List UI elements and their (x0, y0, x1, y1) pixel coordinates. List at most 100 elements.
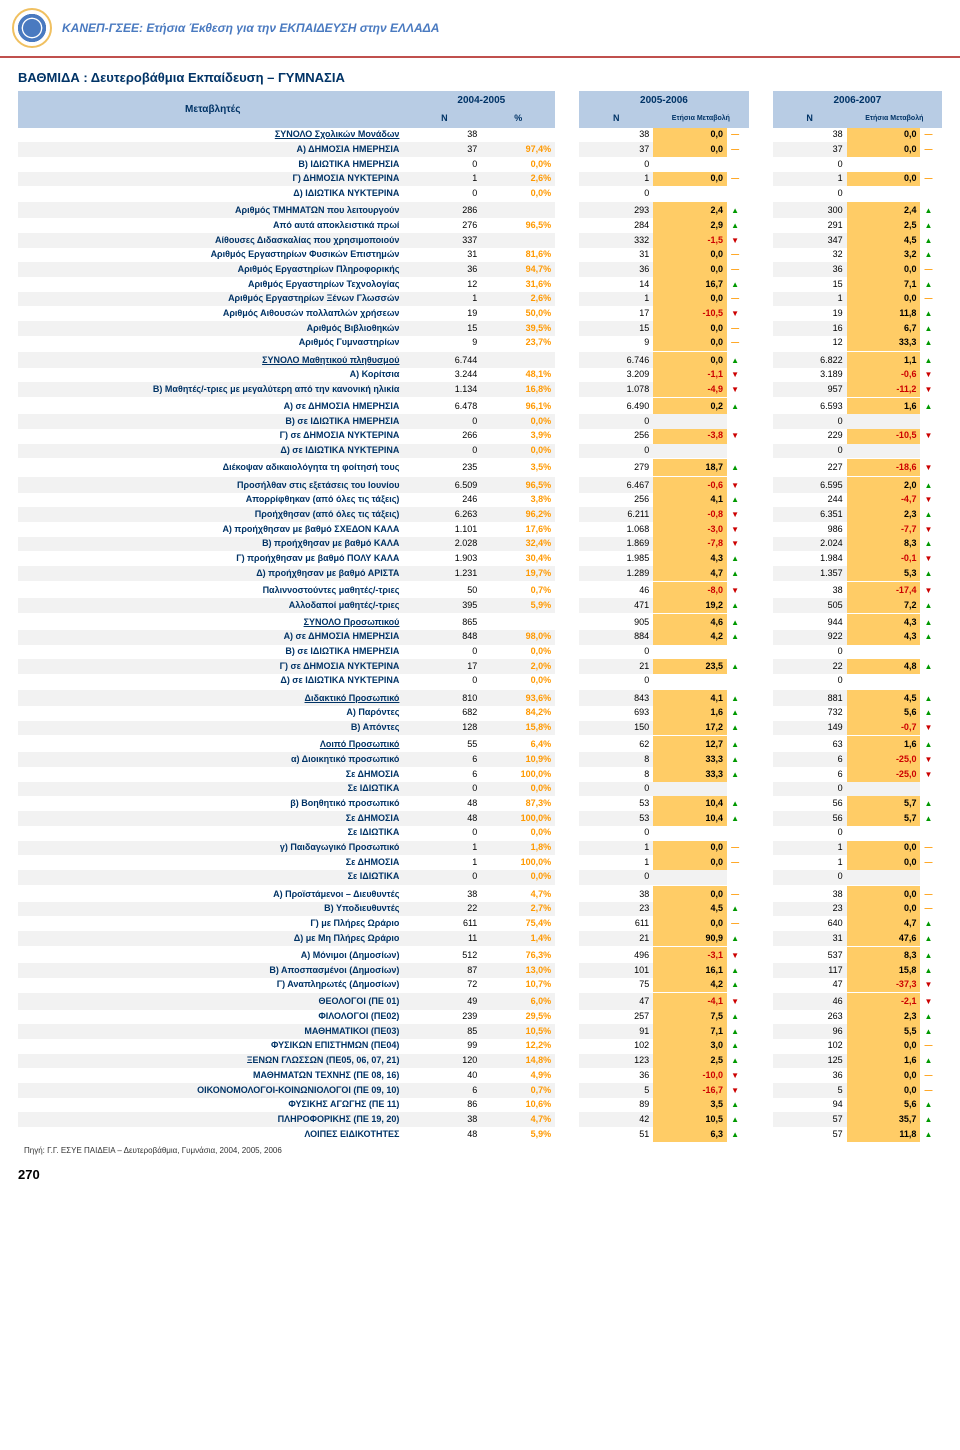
n1: 19 (407, 306, 481, 321)
n1: 0 (407, 645, 481, 660)
arrow2 (727, 414, 749, 429)
arrow3 (920, 248, 942, 263)
row-label: Προσήλθαν στις εξετάσεις του Ιουνίου (18, 476, 407, 493)
n1: 17 (407, 659, 481, 674)
table-row: Αριθμός Εργαστηρίων Τεχνολογίας1231,6%14… (18, 277, 942, 292)
chg3: 2,4 (847, 202, 921, 219)
arrow3 (920, 645, 942, 660)
n2: 0 (579, 826, 653, 841)
n2: 23 (579, 902, 653, 917)
n2: 31 (579, 248, 653, 263)
n1: 1 (407, 855, 481, 870)
pct1: 10,6% (481, 1098, 555, 1113)
chg3: -0,6 (847, 368, 921, 383)
arrow2 (727, 233, 749, 248)
pct1: 10,5% (481, 1024, 555, 1039)
n2: 257 (579, 1010, 653, 1025)
table-row: ΦΙΛΟΛΟΓΟΙ (ΠΕ02)23929,5%2577,52632,3 (18, 1010, 942, 1025)
n3: 125 (773, 1054, 847, 1069)
arrow2 (727, 581, 749, 598)
pct1 (481, 233, 555, 248)
n1: 120 (407, 1054, 481, 1069)
pct1: 19,7% (481, 566, 555, 581)
n1: 2.028 (407, 537, 481, 552)
chg3 (847, 782, 921, 797)
chg3 (847, 186, 921, 201)
chg3 (847, 826, 921, 841)
arrow3 (920, 1112, 942, 1127)
chg3: -25,0 (847, 767, 921, 782)
header-title: ΚΑΝΕΠ-ΓΣΕΕ: Ετήσια Έκθεση για την ΕΚΠΑΙΔ… (62, 21, 439, 35)
arrow3 (920, 186, 942, 201)
chg2 (653, 444, 727, 459)
arrow2 (727, 128, 749, 143)
table-row: Γ) σε ΔΗΜΟΣΙΑ ΝΥΚΤΕΡΙΝΑ172,0%2123,5224,8 (18, 659, 942, 674)
n3: 347 (773, 233, 847, 248)
n1: 9 (407, 336, 481, 351)
row-label: Αριθμός ΤΜΗΜΑΤΩΝ που λειτουργούν (18, 202, 407, 219)
arrow2 (727, 202, 749, 219)
chg3: -4,7 (847, 493, 921, 508)
table-row: Σε ΙΔΙΩΤΙΚΑ00,0%00 (18, 826, 942, 841)
row-label: ΣΥΝΟΛΟ Σχολικών Μονάδων (18, 128, 407, 143)
n1: 87 (407, 963, 481, 978)
chg3: 4,5 (847, 689, 921, 706)
chg3: 2,5 (847, 218, 921, 233)
arrow2 (727, 444, 749, 459)
pct1: 31,6% (481, 277, 555, 292)
n2: 36 (579, 262, 653, 277)
chg2: 16,7 (653, 277, 727, 292)
arrow2 (727, 1039, 749, 1054)
n2: 21 (579, 931, 653, 946)
n2: 75 (579, 978, 653, 993)
n2: 0 (579, 157, 653, 172)
chg2: 4,7 (653, 566, 727, 581)
pct1: 100,0% (481, 855, 555, 870)
table-row: Αριθμός Γυμναστηρίων923,7%90,01233,3 (18, 336, 942, 351)
n2: 1.869 (579, 537, 653, 552)
n2: 5 (579, 1083, 653, 1098)
sub-n3: Ν (773, 110, 847, 128)
pct1: 16,8% (481, 382, 555, 397)
n1: 337 (407, 233, 481, 248)
n1: 1.134 (407, 382, 481, 397)
chg3: 5,6 (847, 1098, 921, 1113)
row-label: ΣΥΝΟΛΟ Μαθητικού πληθυσμού (18, 351, 407, 368)
n2: 47 (579, 993, 653, 1010)
chg2: -4,9 (653, 382, 727, 397)
table-row: Β) σε ΙΔΙΩΤΙΚΑ ΗΜΕΡΗΣΙΑ00,0%00 (18, 414, 942, 429)
chg3: 0,0 (847, 902, 921, 917)
row-label: Σε ΔΗΜΟΣΙΑ (18, 811, 407, 826)
arrow3 (920, 444, 942, 459)
pct1: 75,4% (481, 916, 555, 931)
chg2: 19,2 (653, 598, 727, 613)
table-row: Προήχθησαν (από όλες τις τάξεις)6.26396,… (18, 507, 942, 522)
pct1: 5,9% (481, 598, 555, 613)
arrow2 (727, 931, 749, 946)
n2: 6.490 (579, 398, 653, 415)
table-row: ΣΥΝΟΛΟ Σχολικών Μονάδων38380,0380,0 (18, 128, 942, 143)
table-row: Γ) σε ΔΗΜΟΣΙΑ ΝΥΚΤΕΡΙΝΑ2663,9%256-3,8229… (18, 429, 942, 444)
arrow3 (920, 277, 942, 292)
pct1: 87,3% (481, 796, 555, 811)
n1: 15 (407, 321, 481, 336)
n3: 117 (773, 963, 847, 978)
arrow2 (727, 429, 749, 444)
table-row: Σε ΔΗΜΟΣΙΑ1100,0%10,010,0 (18, 855, 942, 870)
row-label: Α) ΔΗΜΟΣΙΑ ΗΜΕΡΗΣΙΑ (18, 142, 407, 157)
row-label: Α) προήχθησαν με βαθμό ΣΧΕΔΟΝ ΚΑΛΑ (18, 522, 407, 537)
pct1: 100,0% (481, 767, 555, 782)
arrow2 (727, 736, 749, 753)
chg3 (847, 414, 921, 429)
row-label: Α) Προϊστάμενοι – Διευθυντές (18, 885, 407, 902)
arrow3 (920, 218, 942, 233)
arrow2 (727, 142, 749, 157)
chg2: 0,0 (653, 855, 727, 870)
row-label: Β) ΙΔΙΩΤΙΚΑ ΗΜΕΡΗΣΙΑ (18, 157, 407, 172)
arrow2 (727, 782, 749, 797)
n2: 1 (579, 292, 653, 307)
chg2: 2,5 (653, 1054, 727, 1069)
chg3 (847, 157, 921, 172)
table-row: Σε ΔΗΜΟΣΙΑ48100,0%5310,4565,7 (18, 811, 942, 826)
chg2: 16,1 (653, 963, 727, 978)
